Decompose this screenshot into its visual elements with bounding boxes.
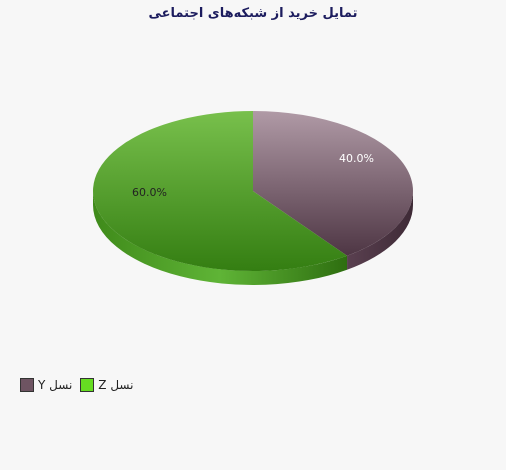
- legend-label-z: نسل Z: [98, 378, 134, 392]
- legend-label-y: نسل Y: [38, 378, 73, 392]
- legend-swatch-z: [80, 378, 95, 392]
- chart-title: تمایل خرید از شبکه‌های اجتماعی: [148, 6, 358, 21]
- legend-swatch-y: [20, 378, 34, 392]
- pie-slice-y: [253, 111, 414, 256]
- legend-item-y: نسل Y: [20, 378, 72, 392]
- pie-slice-y-label: 40.0%: [339, 152, 374, 165]
- pie-slice-z-label: 60.0%: [132, 186, 167, 199]
- pie-slice-y-side: [347, 191, 413, 270]
- pie-slice-z: [93, 111, 348, 271]
- legend-item-z: نسل Z: [80, 378, 133, 392]
- pie-slice-z-side: [93, 191, 348, 286]
- legend: نسل Y نسل Z: [20, 378, 133, 392]
